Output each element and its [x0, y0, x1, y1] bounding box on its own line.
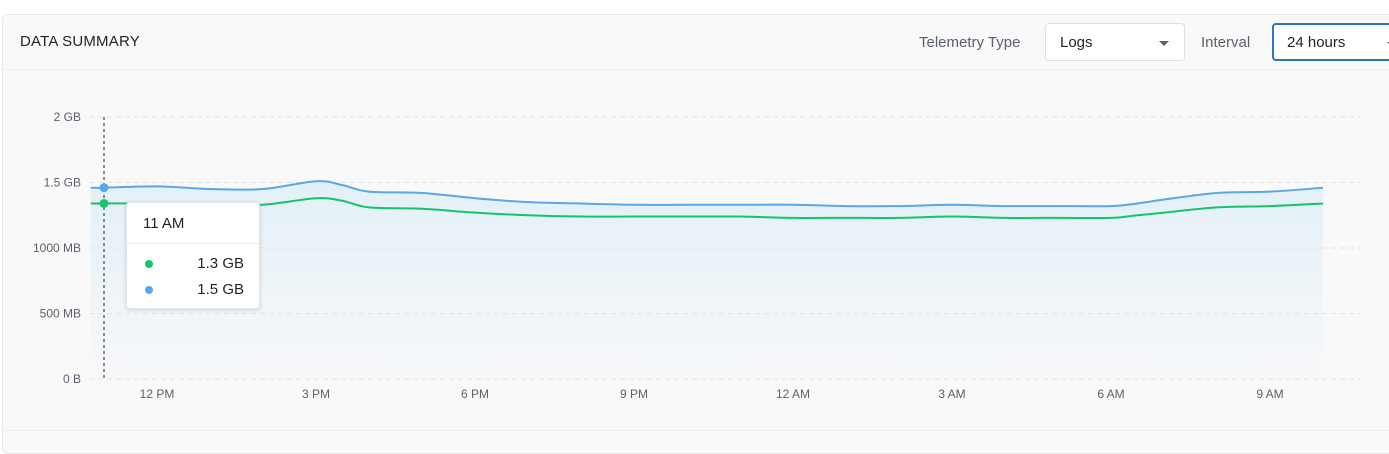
interval-select[interactable]: 24 hours	[1272, 23, 1389, 61]
x-tick-label: 3 PM	[302, 387, 330, 401]
y-tick-label: 1000 MB	[33, 241, 81, 255]
chart-tooltip: 11 AM 1.3 GB 1.5 GB	[126, 202, 260, 309]
interval-value: 24 hours	[1287, 34, 1346, 51]
blue-dot-icon	[145, 286, 153, 294]
tooltip-row-green: 1.3 GB	[127, 254, 259, 274]
x-tick-label: 12 PM	[140, 387, 175, 401]
green-dot-icon	[145, 260, 153, 268]
series-area-fill	[90, 181, 1323, 379]
panel-header: DATA SUMMARY Telemetry Type Logs Interva…	[3, 15, 1389, 70]
chevron-down-icon	[1387, 42, 1389, 47]
x-tick-label: 12 AM	[776, 387, 810, 401]
chevron-down-icon	[1159, 41, 1169, 46]
x-tick-label: 9 PM	[620, 387, 648, 401]
series-line-blue	[90, 180, 1324, 208]
telemetry-type-select[interactable]: Logs	[1045, 23, 1185, 61]
x-tick-label: 6 PM	[461, 387, 489, 401]
telemetry-type-label: Telemetry Type	[919, 34, 1021, 51]
tooltip-divider	[127, 243, 259, 244]
telemetry-type-value: Logs	[1060, 34, 1093, 51]
interval-label: Interval	[1201, 34, 1251, 51]
panel-footer-divider	[3, 430, 1389, 431]
series-line-green	[90, 197, 1324, 220]
y-tick-label: 0 B	[63, 372, 81, 386]
crosshair-marker-blue	[99, 183, 109, 193]
data-summary-chart[interactable]: 2 GB 1.5 GB 1000 MB 500 MB 0 B 12 PM 3 PM 6 PM…	[0, 0, 1389, 443]
tooltip-title: 11 AM	[143, 215, 185, 232]
y-tick-label: 1.5 GB	[44, 176, 81, 190]
tooltip-value: 1.5 GB	[197, 281, 244, 298]
panel-title: DATA SUMMARY	[20, 33, 140, 50]
x-tick-label: 9 AM	[1256, 387, 1283, 401]
tooltip-row-blue: 1.5 GB	[127, 280, 259, 300]
y-tick-label: 2 GB	[54, 110, 81, 124]
crosshair-marker-green	[99, 198, 109, 208]
x-tick-label: 3 AM	[938, 387, 965, 401]
x-tick-label: 6 AM	[1097, 387, 1124, 401]
y-tick-label: 500 MB	[40, 307, 81, 321]
tooltip-value: 1.3 GB	[197, 255, 244, 272]
